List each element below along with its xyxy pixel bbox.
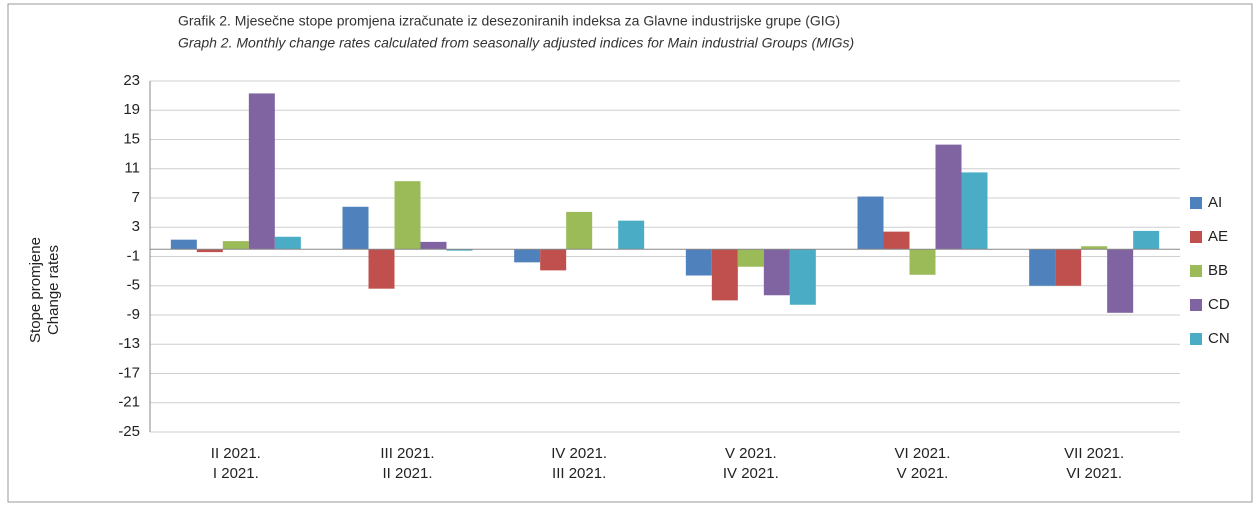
legend-swatch (1190, 299, 1202, 311)
bar (170, 239, 197, 250)
legend-label: CD (1208, 296, 1230, 313)
y-tick-label: -25 (118, 423, 140, 440)
bar (394, 181, 421, 250)
y-tick-label: -9 (127, 306, 140, 323)
bar (711, 249, 738, 301)
chart-title: Grafik 2. Mjesečne stope promjena izraču… (178, 13, 840, 29)
bar (566, 211, 593, 250)
bar (909, 249, 936, 275)
bar (789, 249, 816, 305)
y-tick-label: -17 (118, 364, 140, 381)
y-tick-label: 3 (132, 218, 140, 235)
bar (196, 249, 223, 253)
bar (961, 172, 988, 250)
y-tick-label: 7 (132, 189, 140, 206)
y-tick-label: -5 (127, 277, 140, 294)
x-tick-label: VI 2021. (1066, 465, 1122, 482)
x-tick-label: VII 2021. (1064, 445, 1124, 462)
legend-swatch (1190, 197, 1202, 209)
x-tick-label: VI 2021. (895, 445, 951, 462)
legend-label: CN (1208, 330, 1230, 347)
y-tick-label: 11 (124, 160, 140, 177)
x-tick-label: IV 2021. (551, 445, 607, 462)
bar (857, 196, 884, 250)
chart-subtitle: Graph 2. Monthly change rates calculated… (178, 35, 854, 51)
y-tick-label: -13 (118, 335, 140, 352)
bar (420, 241, 447, 250)
x-tick-label: II 2021. (211, 445, 261, 462)
y-tick-label: -21 (118, 394, 140, 411)
bar (540, 249, 567, 271)
bar (248, 93, 275, 250)
x-tick-label: V 2021. (897, 465, 949, 482)
legend-label: BB (1208, 262, 1228, 279)
y-tick-label: 15 (123, 130, 140, 147)
bar (1107, 249, 1134, 313)
bar (446, 249, 473, 251)
x-tick-label: V 2021. (725, 445, 777, 462)
bar (1055, 249, 1082, 286)
bar (274, 236, 301, 250)
legend-label: AE (1208, 228, 1228, 245)
y-tick-label: -1 (127, 247, 140, 264)
bar (1029, 249, 1056, 286)
bar (883, 231, 910, 250)
bar (1081, 246, 1108, 250)
y-tick-label: 23 (123, 72, 140, 89)
legend-swatch (1190, 265, 1202, 277)
bar (222, 241, 249, 250)
y-label-line: Stope promjene (27, 237, 44, 343)
legend-label: AI (1208, 194, 1222, 211)
bar (368, 249, 395, 289)
x-tick-label: I 2021. (213, 465, 259, 482)
legend-swatch (1190, 231, 1202, 243)
y-axis-label: Stope promjene Change rates (27, 237, 62, 343)
y-tick-label: 19 (123, 101, 140, 118)
bar (1133, 230, 1160, 250)
bar (514, 249, 541, 263)
bar (685, 249, 712, 276)
bar (737, 249, 764, 267)
x-tick-label: III 2021. (552, 465, 606, 482)
bar (935, 144, 962, 250)
bar (618, 220, 645, 250)
x-tick-label: III 2021. (380, 445, 434, 462)
bar (342, 206, 369, 250)
x-tick-label: II 2021. (382, 465, 432, 482)
x-tick-label: IV 2021. (723, 465, 779, 482)
bar (763, 249, 790, 296)
legend-swatch (1190, 333, 1202, 345)
y-label-line: Change rates (45, 245, 62, 335)
